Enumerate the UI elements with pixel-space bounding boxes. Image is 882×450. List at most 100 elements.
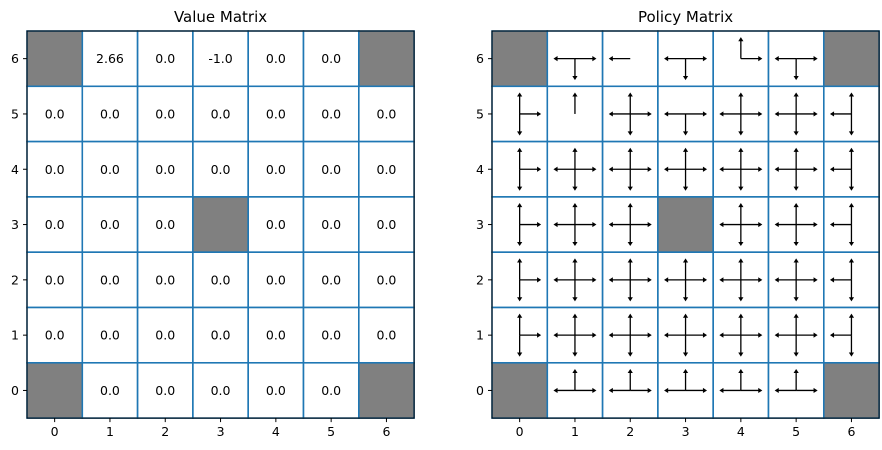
policy-arrow-up (517, 258, 523, 280)
value-label: 0.0 (321, 272, 341, 287)
policy-cell-6-4 (822, 140, 880, 198)
value-cell-1-5: 0.0 (81, 85, 139, 143)
policy-arrow-down (848, 169, 855, 191)
value-cell-background (82, 86, 138, 142)
policy-arrow-up (793, 147, 799, 170)
value-x-tick-label: 1 (106, 424, 114, 439)
value-label: 0.0 (45, 328, 65, 343)
value-cell-background (192, 141, 249, 197)
value-cell-background (358, 307, 415, 363)
value-x-tick-label: 2 (161, 424, 169, 439)
policy-arrow-left (829, 221, 852, 228)
policy-cell-4-1 (712, 306, 770, 364)
value-cell-background (27, 307, 83, 363)
value-label: 0.0 (321, 328, 341, 343)
value-label: 0.0 (45, 162, 65, 177)
value-matrix-panel: Value Matrix 2.66 0.0 -1.0 0.0 0.0 0.0 0.0 0.0 0… (11, 8, 415, 439)
policy-cell-5-1 (767, 306, 825, 364)
policy-arrow-left (664, 166, 686, 172)
policy-cell-0-4 (491, 140, 549, 198)
value-label: 0.0 (266, 217, 286, 232)
policy-arrow-left (553, 166, 575, 172)
value-cell-background (192, 86, 249, 142)
value-cell-background (248, 252, 304, 308)
value-cell-2-3: 0.0 (136, 196, 194, 253)
value-cell-background (27, 196, 83, 253)
value-label: 0.0 (100, 383, 120, 398)
value-cell-1-1: 0.0 (81, 306, 139, 364)
policy-arrow-left (719, 166, 741, 172)
policy-x-tick-label: 6 (847, 424, 855, 439)
value-cell-background (303, 252, 359, 308)
value-cell-background (303, 86, 359, 142)
value-cell-5-0: 0.0 (302, 361, 360, 419)
policy-arrow-right (519, 221, 542, 228)
policy-y-tick-label: 2 (476, 272, 484, 287)
policy-y-tick-label: 0 (476, 383, 484, 398)
policy-arrow-up (572, 147, 578, 170)
value-cell-background (27, 252, 83, 308)
policy-arrow-down (627, 169, 633, 191)
policy-arrow-right (740, 277, 763, 283)
value-label: 0.0 (321, 51, 341, 66)
policy-arrow-up (848, 92, 855, 114)
policy-arrow-down (848, 335, 855, 357)
value-label: 0.0 (211, 162, 231, 177)
policy-arrow-down (738, 335, 744, 357)
policy-cell-0-3 (491, 196, 549, 253)
policy-arrow-right (685, 332, 708, 338)
value-cell-5-5: 0.0 (302, 85, 360, 143)
value-cell-1-0: 0.0 (81, 361, 139, 419)
value-x-tick-label: 0 (51, 424, 59, 439)
policy-arrow-up (848, 258, 855, 280)
policy-arrow-right (574, 221, 597, 228)
policy-arrow-right (574, 332, 597, 338)
value-cell-1-3: 0.0 (81, 196, 139, 253)
policy-cell-5-4 (767, 140, 825, 198)
policy-arrow-up (517, 92, 523, 114)
policy-arrow-up (738, 313, 744, 336)
value-cell-0-1: 0.0 (26, 306, 84, 364)
value-label: 0.0 (321, 106, 341, 121)
policy-arrow-left (774, 221, 797, 228)
policy-arrow-right (740, 111, 763, 117)
policy-arrow-up (627, 313, 633, 336)
value-cell-5-2: 0.0 (302, 251, 360, 309)
value-cell-background (358, 196, 415, 253)
policy-cell-3-6 (657, 30, 715, 88)
policy-arrow-left (553, 277, 575, 283)
value-blocked-cell (358, 31, 415, 87)
value-label: 0.0 (211, 106, 231, 121)
policy-arrow-up (793, 368, 799, 391)
policy-cell-6-1 (822, 306, 880, 364)
policy-cell-4-0 (712, 361, 770, 419)
policy-arrow-up (682, 368, 689, 391)
policy-arrow-down (793, 58, 799, 81)
policy-arrow-down (572, 169, 578, 191)
value-label: 0.0 (211, 383, 231, 398)
policy-cell-1-4 (546, 140, 604, 198)
policy-cell-3-1 (657, 306, 715, 364)
value-cell-1-4: 0.0 (81, 140, 139, 198)
value-x-tick-label: 3 (217, 424, 225, 439)
policy-arrow-down (793, 224, 799, 247)
policy-arrow-right (685, 387, 708, 394)
value-label: 0.0 (100, 328, 120, 343)
value-cell-4-4: 0.0 (247, 140, 305, 198)
policy-arrow-down (738, 169, 744, 191)
value-label: 0.0 (377, 106, 397, 121)
policy-arrow-up (793, 258, 799, 280)
policy-blocked-cell (492, 362, 548, 419)
value-cell-3-2: 0.0 (192, 251, 249, 309)
policy-arrow-down (627, 224, 633, 247)
policy-arrow-right (574, 166, 597, 172)
value-label: 0.0 (211, 328, 231, 343)
value-cell-background (303, 31, 359, 87)
policy-cell-2-2 (601, 251, 659, 309)
value-cell-1-6: 2.66 (81, 30, 139, 88)
value-label: 0.0 (377, 217, 397, 232)
policy-y-tick-label: 5 (476, 106, 484, 121)
policy-arrow-left (664, 332, 686, 338)
policy-arrow-right (796, 56, 818, 62)
value-cell-3-3 (192, 196, 249, 253)
